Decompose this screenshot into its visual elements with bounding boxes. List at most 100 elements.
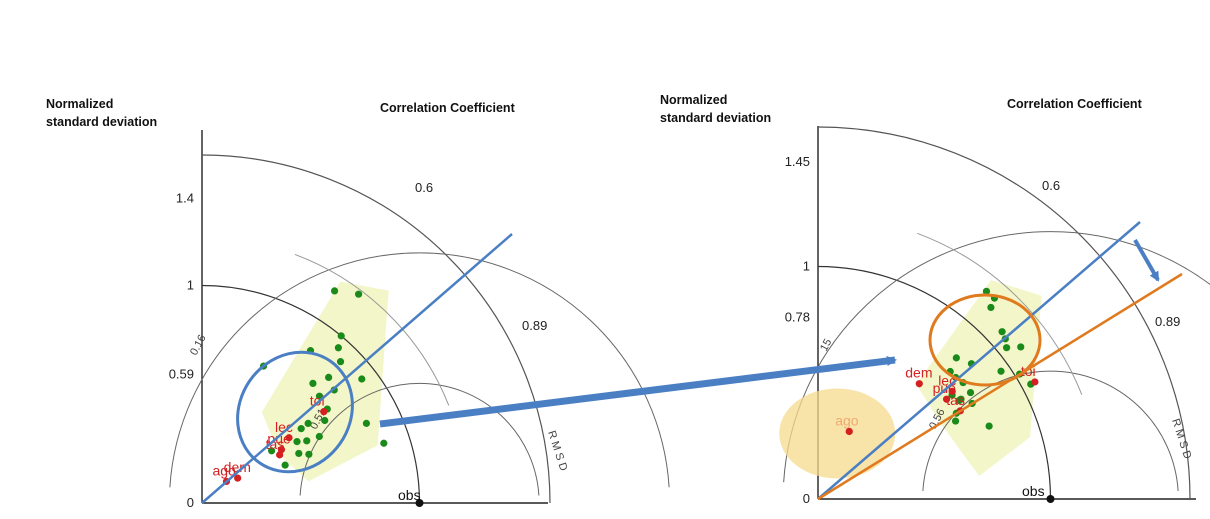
angular-axis-label: Correlation Coefficient (380, 101, 516, 115)
highlight-region (261, 281, 389, 482)
model-point (334, 344, 342, 352)
model-point (305, 450, 313, 458)
model-point (325, 373, 333, 382)
trend-line-blue (817, 221, 1141, 500)
correlation-label-0.6: 0.6 (415, 180, 433, 195)
rmsd-axis-label: R M S D (545, 429, 569, 472)
model-point (336, 358, 345, 366)
model-point-pue (942, 395, 951, 403)
point-label-lec: lec (275, 419, 293, 435)
rmsd-label-inner: 15 (818, 337, 834, 353)
model-point-toi (320, 408, 328, 416)
model-point (304, 419, 312, 427)
highlight-ellipse-blue (236, 350, 354, 474)
model-point (321, 416, 329, 425)
point-label-ago: ago (212, 462, 236, 478)
radial-tick-label: 1 (803, 259, 810, 274)
model-point (1003, 344, 1011, 352)
model-point (297, 425, 305, 433)
model-point-ago-top (845, 427, 853, 436)
model-point-dem (234, 474, 242, 482)
ylabel-line1: Normalized (660, 93, 727, 107)
model-point (281, 461, 289, 469)
model-point (966, 388, 975, 397)
rmsd-axis-label: R M S D (1169, 417, 1193, 460)
model-point (315, 432, 323, 441)
panel-geometry (169, 130, 670, 507)
model-point-toi (1031, 378, 1039, 386)
reference-std-arc (201, 284, 421, 504)
rmsd-arc-1 (783, 231, 1210, 483)
reference-std-arc (817, 265, 1052, 500)
model-point (362, 419, 371, 427)
radial-tick-label: 0 (187, 495, 194, 510)
model-point-lec (285, 434, 293, 442)
connector-arrow (379, 356, 897, 428)
model-point-lec (948, 387, 956, 395)
model-point (355, 290, 363, 298)
outer-arc (201, 154, 551, 504)
rmsd-label-inner: 0.16 (188, 333, 209, 358)
outer-arc (817, 126, 1191, 500)
trend-line-orange (817, 272, 1183, 501)
model-point (293, 438, 301, 446)
model-point (952, 354, 960, 362)
ylabel-line2: standard deviation (660, 111, 771, 125)
rmsd-arc-0 (922, 370, 1179, 492)
point-label-dem: dem (905, 365, 932, 381)
rmsd-arc-mid (294, 253, 450, 406)
model-point (330, 287, 339, 295)
ylabel-line2: standard deviation (46, 115, 157, 129)
rotation-arrow (1133, 239, 1160, 282)
taylor-panel-left: Normalized standard deviation Correlatio… (46, 97, 670, 511)
obs-point (415, 499, 424, 507)
point-label-tas: tas (266, 436, 285, 452)
model-point (358, 375, 366, 383)
model-point (1017, 343, 1025, 351)
rmsd-arc-0 (299, 382, 540, 496)
point-label-dem: dem (224, 459, 251, 475)
rmsd-arc-mid (917, 232, 1083, 395)
correlation-label-0.89: 0.89 (1155, 314, 1180, 329)
panel-geometry (783, 126, 1210, 503)
highlight-region (916, 280, 1042, 477)
correlation-label-0.89: 0.89 (522, 318, 547, 333)
model-point (987, 303, 995, 312)
model-point (380, 439, 388, 447)
highlight-ellipse-orange (928, 293, 1042, 387)
radial-tick-label: 1 (187, 278, 194, 293)
model-point (309, 379, 317, 387)
radial-tick-label: 0 (803, 491, 810, 506)
correlation-label-0.6: 0.6 (1042, 178, 1060, 193)
model-point-tas (276, 451, 284, 459)
point-label-tas: tas (946, 392, 965, 408)
annotations (779, 221, 1183, 501)
model-point (982, 287, 991, 295)
model-point (997, 367, 1005, 375)
rmsd-arc-1 (169, 252, 670, 488)
radial-ticks: 0 0.59 1 1.4 (169, 191, 194, 511)
trend-line-blue (201, 233, 513, 504)
model-point (268, 447, 276, 455)
model-point (951, 417, 960, 425)
obs-label: obs (398, 487, 421, 503)
model-point (295, 449, 303, 458)
model-point (955, 396, 963, 405)
model-point (998, 328, 1006, 336)
model-point (337, 332, 345, 340)
radial-tick-label: 1.4 (176, 191, 194, 206)
radial-ticks: 0 0.78 1 1.45 (785, 154, 810, 506)
model-point (985, 422, 993, 430)
model-point-dem (915, 380, 923, 388)
radial-tick-label: 0.59 (169, 367, 194, 382)
angular-axis-label: Correlation Coefficient (1007, 97, 1143, 111)
connector-line (379, 356, 897, 428)
highlight-ago (779, 388, 896, 479)
obs-point (1046, 495, 1055, 503)
model-point (303, 437, 311, 445)
ylabel-line1: Normalized (46, 97, 113, 111)
annotations (201, 233, 513, 504)
radial-tick-label: 1.45 (785, 154, 810, 169)
taylor-panel-right: Normalized standard deviation Correlatio… (660, 93, 1210, 506)
